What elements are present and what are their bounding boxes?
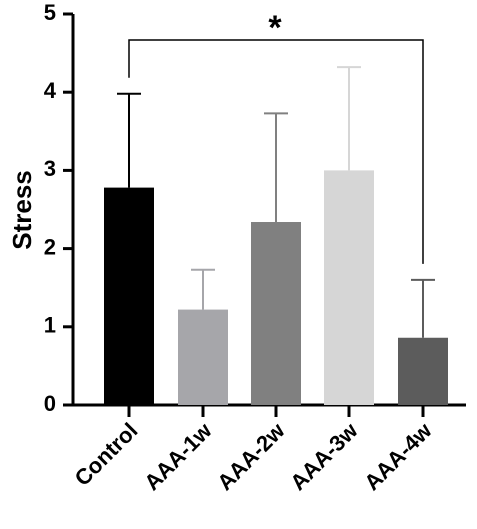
y-tick-label: 4 — [44, 78, 57, 103]
error-bars — [117, 66, 435, 338]
y-tick-label: 5 — [44, 0, 56, 25]
y-tick-label: 3 — [44, 156, 56, 181]
y-tick-label: 0 — [44, 391, 56, 416]
x-tick-label: AAA-3w — [285, 417, 363, 495]
y-axis: 0 1 2 3 4 5 — [44, 0, 75, 416]
bar — [324, 170, 374, 405]
x-tick-label: AAA-1w — [139, 417, 217, 495]
y-ticks: 0 1 2 3 4 5 — [44, 0, 73, 416]
y-axis-title: Stress — [7, 170, 37, 250]
y-tick-label: 1 — [44, 313, 56, 338]
significance-line — [128, 39, 424, 264]
y-tick-label: 2 — [44, 234, 56, 259]
x-tick-label: AAA-4w — [359, 417, 437, 495]
bars — [104, 170, 448, 405]
x-tick-label: AAA-2w — [212, 417, 290, 495]
bar — [104, 187, 154, 405]
significance-star: * — [268, 9, 282, 47]
bar — [398, 337, 448, 405]
x-tick-label: Control — [70, 418, 143, 491]
bar — [178, 309, 228, 405]
bar — [251, 222, 301, 405]
significance-bracket: * — [128, 9, 424, 264]
